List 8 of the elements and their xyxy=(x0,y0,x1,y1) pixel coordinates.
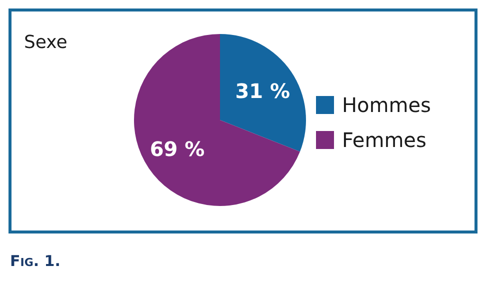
pie-slice xyxy=(220,34,306,152)
data-label: 31 % xyxy=(235,78,290,103)
chart-title: Sexe xyxy=(24,32,68,53)
legend-label: Femmes xyxy=(342,128,426,152)
pie-slice xyxy=(134,34,300,206)
caption: Fig. 1. xyxy=(10,252,60,270)
legend-label: Hommes xyxy=(342,93,431,117)
data-label: 69 % xyxy=(150,137,205,162)
